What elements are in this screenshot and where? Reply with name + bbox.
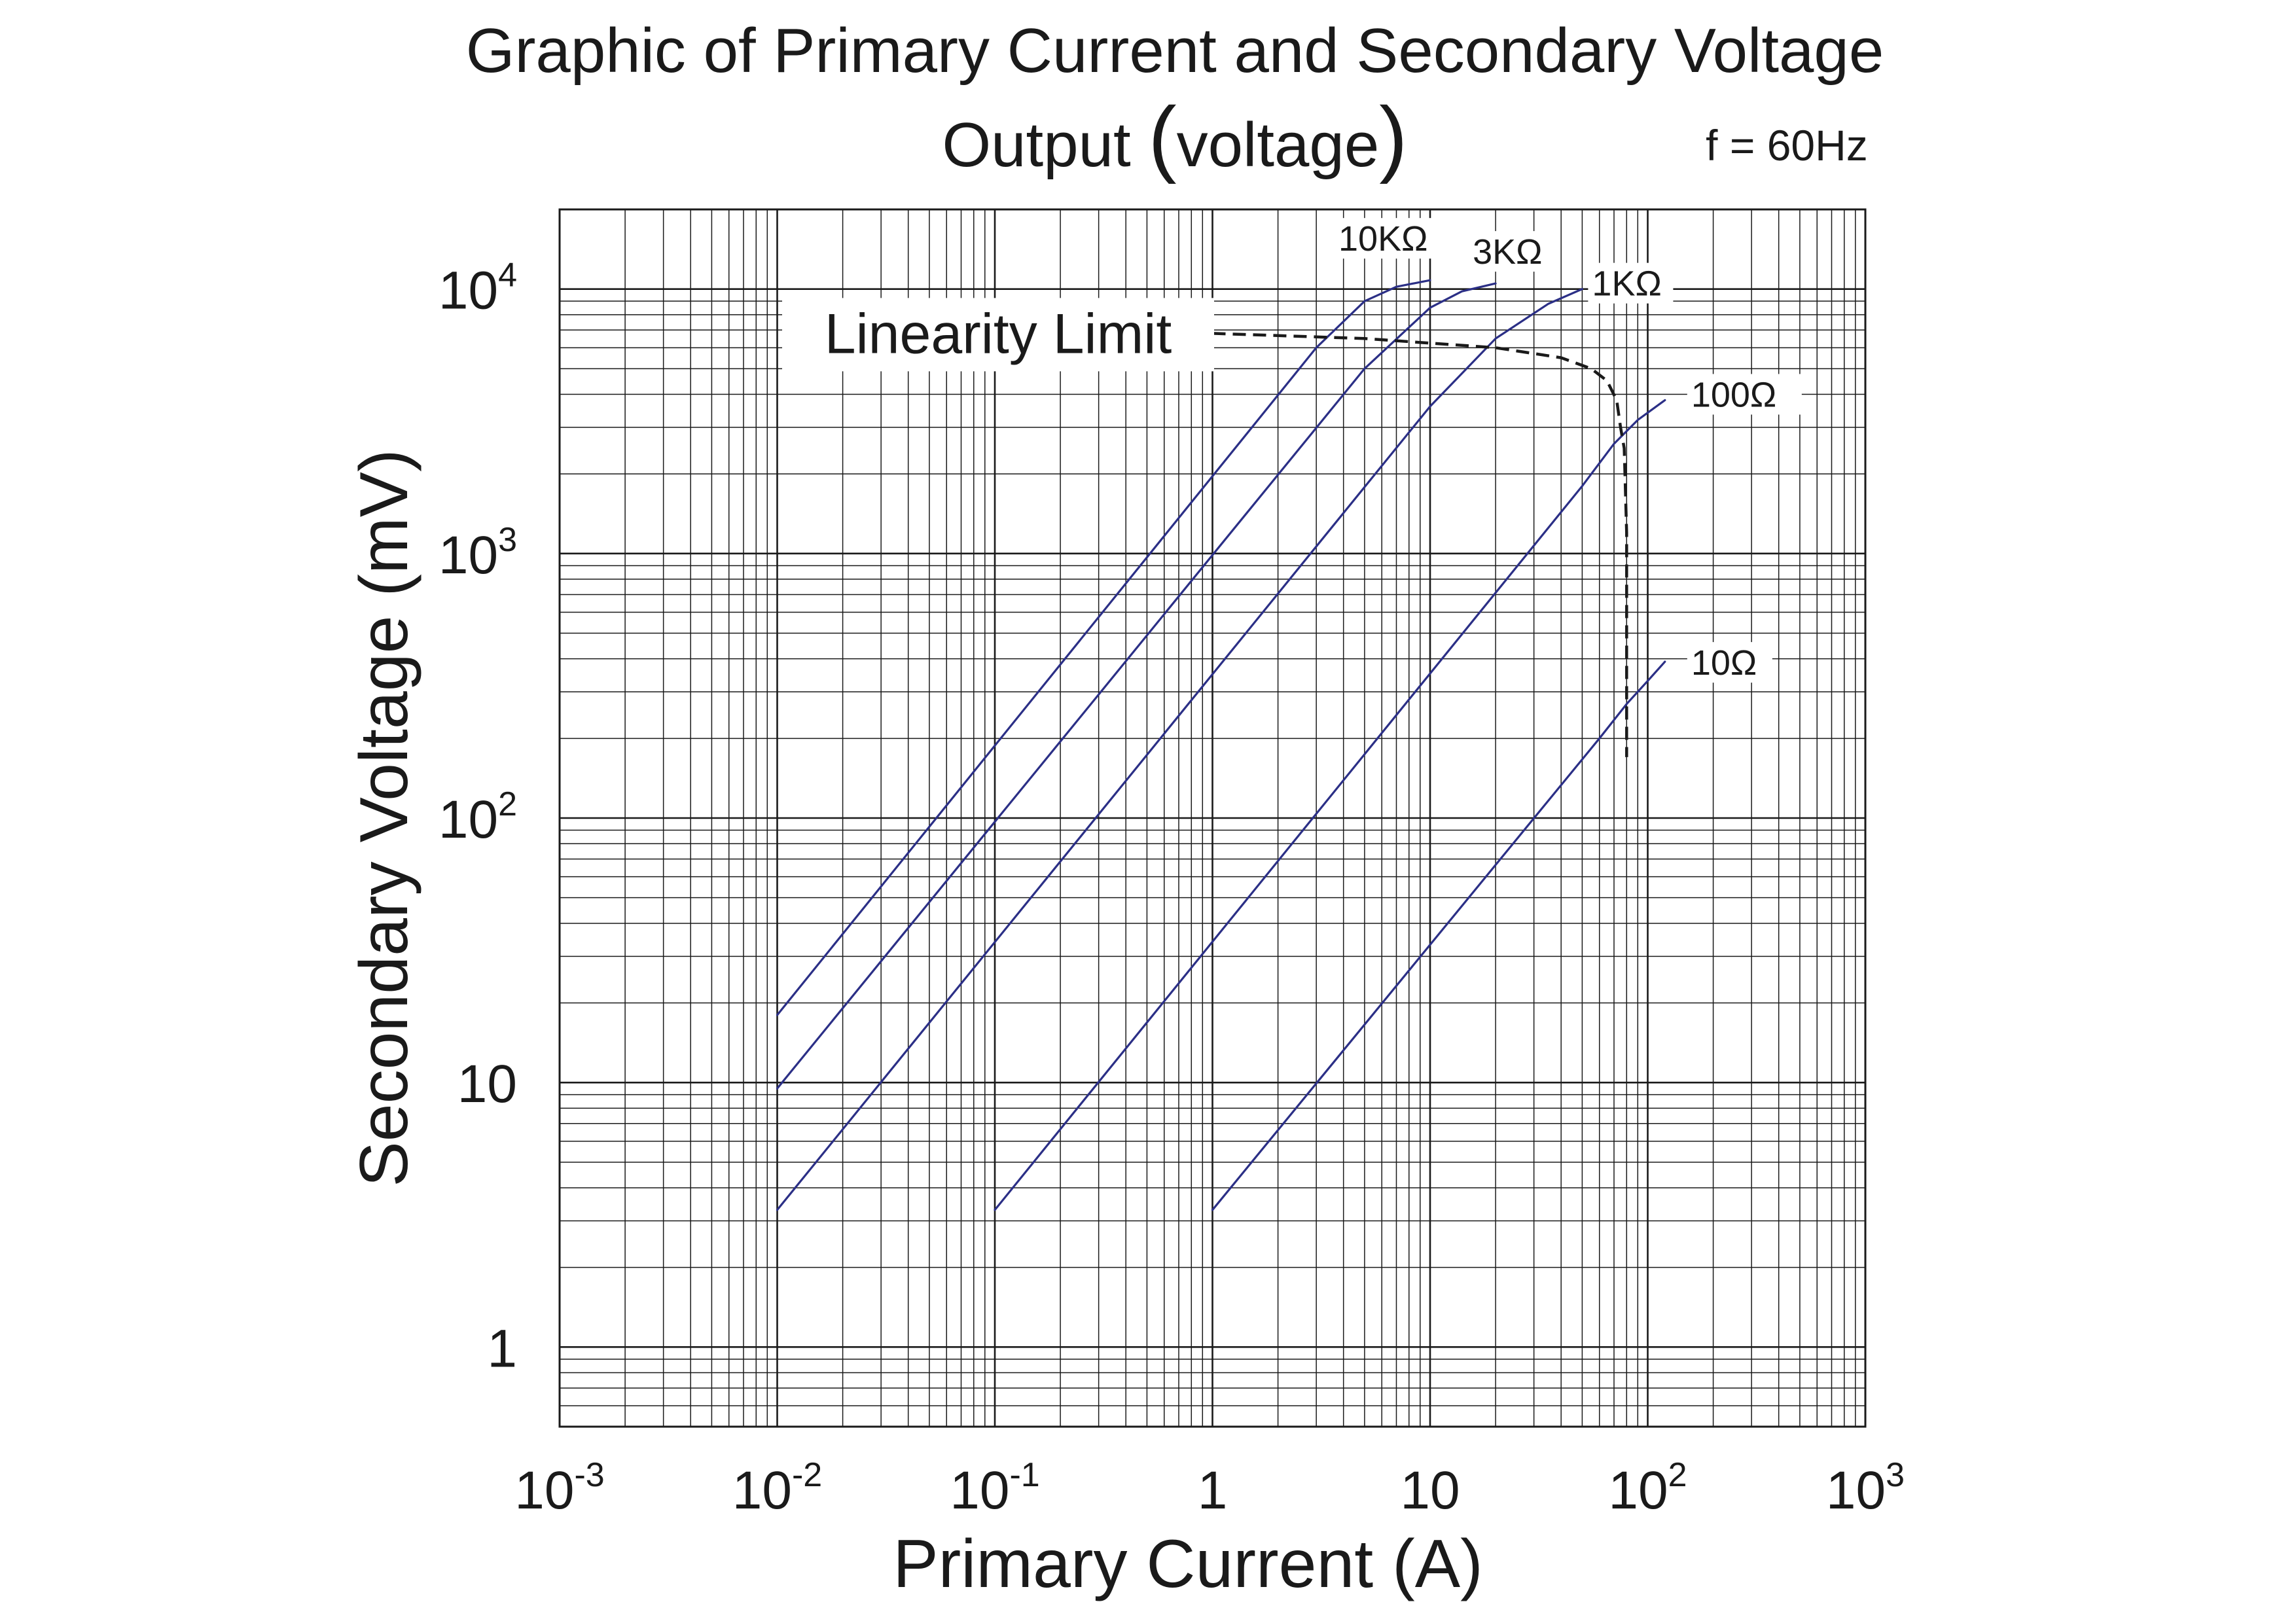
y-tick-label: 1	[487, 1319, 517, 1378]
linearity-limit-label-background	[782, 298, 1214, 372]
series-label-background	[1687, 374, 1802, 415]
series-label-background	[1469, 231, 1554, 272]
series-line	[994, 399, 1666, 1211]
x-tick-label-base: 10	[1400, 1461, 1460, 1520]
x-tick-label-base: 10	[732, 1461, 792, 1520]
x-tick-label-exponent: 3	[1886, 1456, 1905, 1494]
x-tick-label-base: 10	[950, 1461, 1009, 1520]
series-label: 10KΩ	[1338, 219, 1427, 259]
series-label-background	[1588, 262, 1674, 304]
series-group: 10KΩ 3KΩ 1KΩ 100Ω 10Ω	[776, 218, 1802, 1211]
y-tick-label-base: 10	[439, 790, 498, 849]
y-tick-label-exponent: 3	[498, 521, 517, 559]
chart-title-line1: Graphic of Primary Current and Secondary…	[466, 16, 1884, 86]
series-line	[776, 279, 1431, 1016]
x-tick-label-base: 1	[1198, 1461, 1228, 1520]
y-tick-label: 104	[439, 257, 517, 321]
x-tick-labels: 10-3 10-2 10-1 1 10 102 103	[514, 1456, 1905, 1520]
linearity-limit-group: Linearity Limit	[782, 298, 1628, 757]
x-tick-label: 10-1	[950, 1456, 1039, 1520]
chart-title-line2-paren-open: (	[1148, 89, 1176, 185]
series-label: 10Ω	[1691, 643, 1757, 683]
y-tick-label-base: 1	[487, 1319, 517, 1378]
x-tick-label: 103	[1826, 1456, 1905, 1520]
y-tick-label-base: 10	[439, 526, 498, 585]
y-tick-label: 103	[439, 521, 517, 585]
y-tick-label: 102	[439, 785, 517, 849]
linearity-limit-label: Linearity Limit	[825, 302, 1172, 365]
y-tick-label-base: 10	[439, 261, 498, 321]
x-tick-label-exponent: -1	[1009, 1456, 1039, 1494]
y-tick-label: 10	[457, 1054, 517, 1114]
x-tick-label-base: 10	[1826, 1461, 1886, 1520]
series-label-background	[1335, 218, 1446, 259]
x-tick-label: 10-3	[514, 1456, 604, 1520]
series-line	[1211, 660, 1666, 1211]
x-tick-label-exponent: -3	[574, 1456, 604, 1494]
x-tick-label-base: 10	[1608, 1461, 1668, 1520]
x-tick-label-exponent: 2	[1668, 1456, 1687, 1494]
chart-title-line2-paren-close: )	[1379, 89, 1407, 185]
y-tick-label-exponent: 4	[498, 257, 517, 294]
series-label: 1KΩ	[1592, 264, 1661, 304]
frequency-annotation: f = 60Hz	[1706, 121, 1868, 169]
plot-frame	[558, 208, 1867, 1428]
x-tick-label: 102	[1608, 1456, 1687, 1520]
chart-title-line2: Output (voltage)	[942, 89, 1407, 185]
x-tick-label: 1	[1198, 1461, 1228, 1520]
series-line	[776, 288, 1583, 1211]
x-axis-label: Primary Current (A)	[893, 1526, 1482, 1602]
chart-title-line2-main: Output	[942, 110, 1148, 180]
series-line	[776, 282, 1497, 1090]
x-tick-label-exponent: -2	[792, 1456, 822, 1494]
series-label: 100Ω	[1691, 376, 1776, 415]
series-label: 3KΩ	[1473, 232, 1542, 272]
chart-title-line2-inner: voltage	[1177, 110, 1380, 180]
y-tick-label-base: 10	[457, 1054, 517, 1114]
x-tick-label-base: 10	[514, 1461, 574, 1520]
x-tick-label: 10-2	[732, 1456, 822, 1520]
series-label-background	[1687, 642, 1772, 683]
y-tick-label-exponent: 2	[498, 785, 517, 823]
x-tick-label: 10	[1400, 1461, 1460, 1520]
y-axis-label: Secondary Voltage (mV)	[346, 449, 422, 1186]
